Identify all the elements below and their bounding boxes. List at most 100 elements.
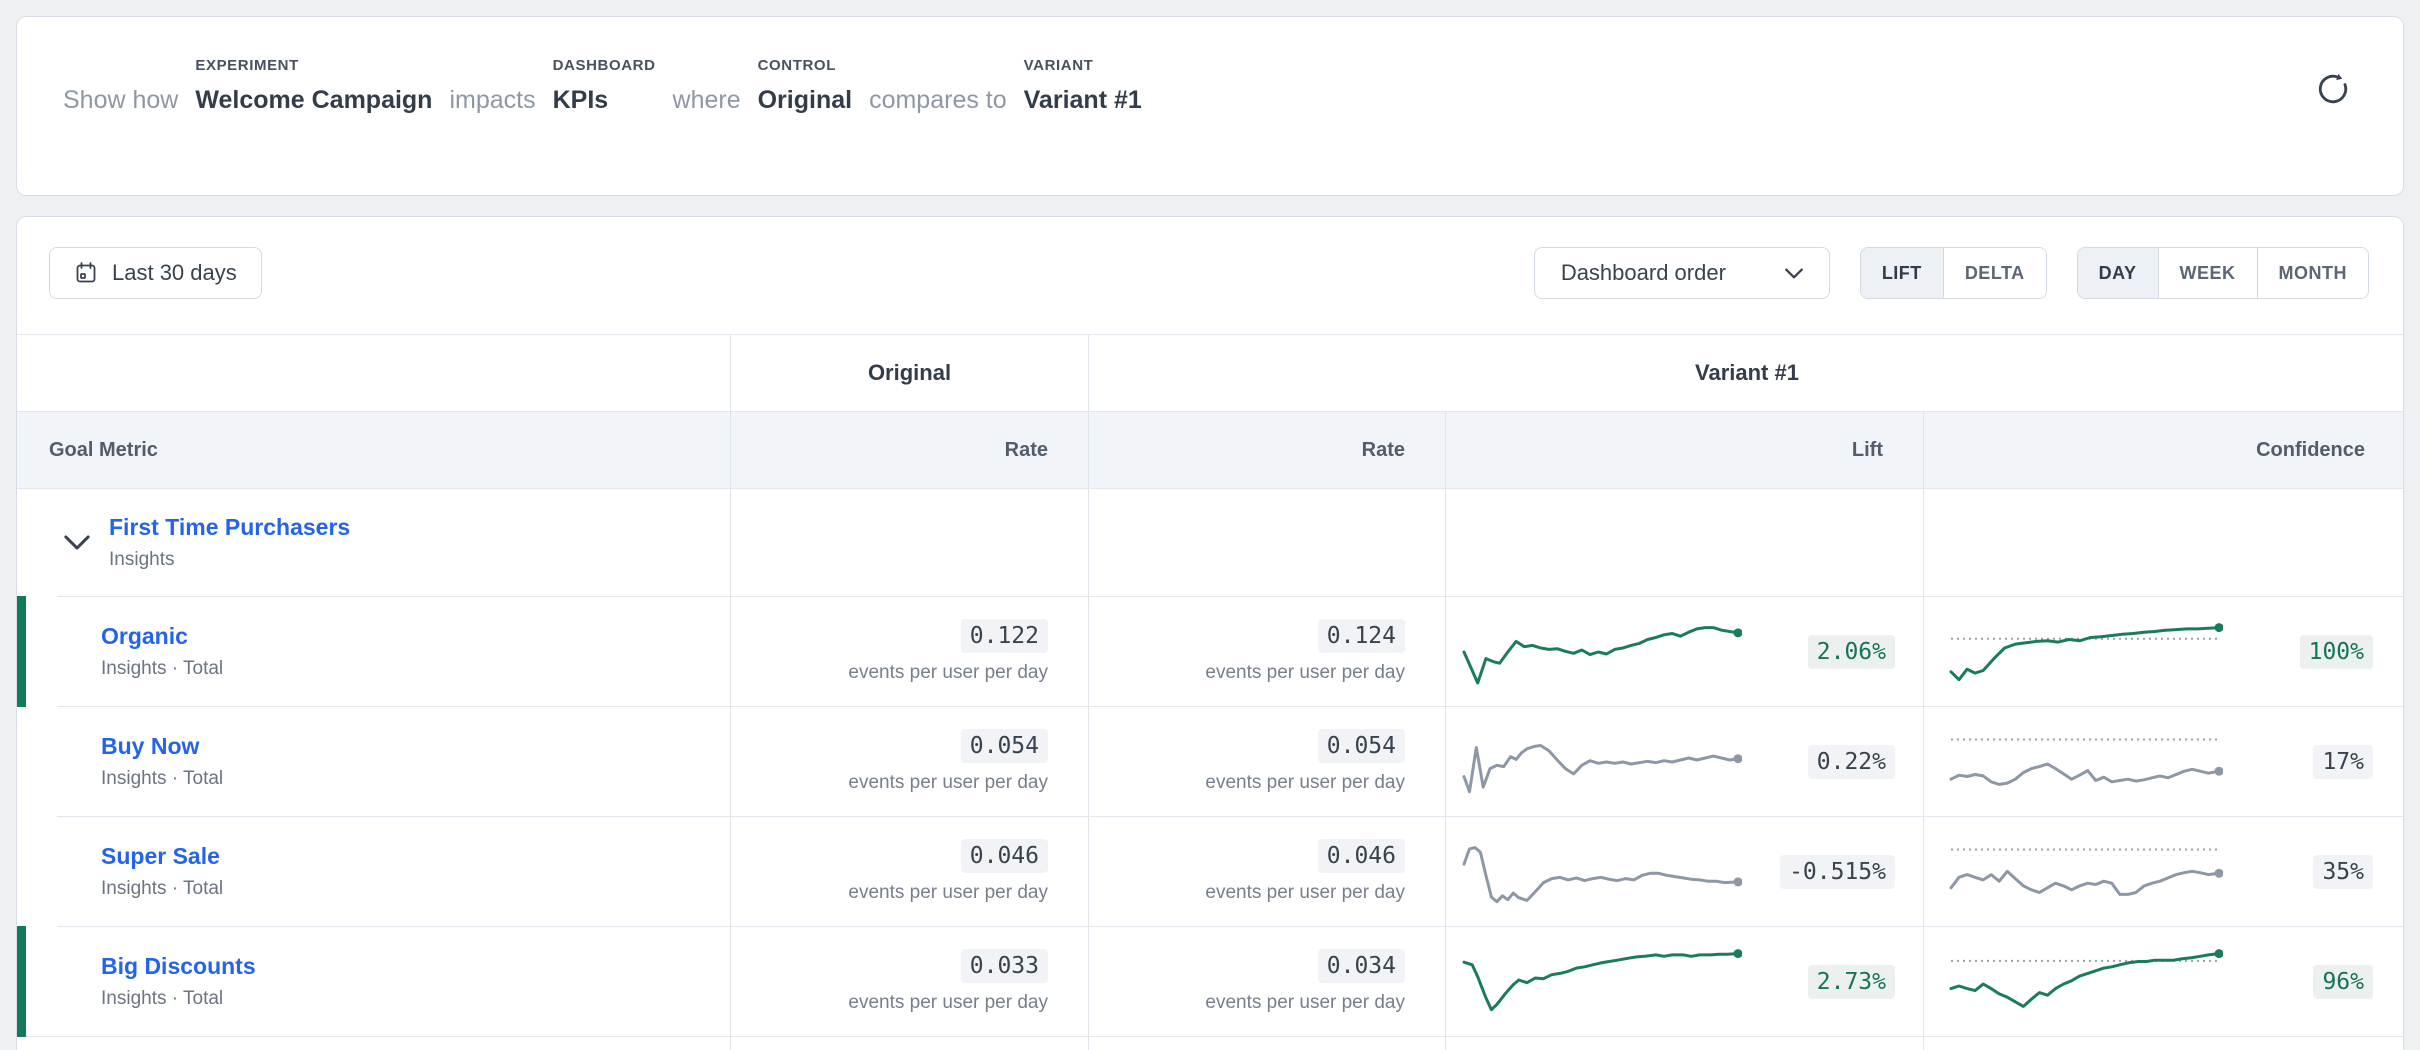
chevron-down-icon [64, 535, 90, 550]
month-toggle-button[interactable]: MONTH [2256, 248, 2368, 298]
confidence-sparkline [1947, 833, 2224, 911]
refresh-icon [2318, 73, 2348, 104]
delta-toggle-button[interactable]: DELTA [1942, 248, 2046, 298]
highlight-bar [17, 596, 26, 707]
variant-rate-cell: 0.054 events per user per day [1089, 707, 1446, 816]
confidence-value: 17% [2313, 744, 2373, 779]
sentence-connector: Show how [63, 57, 178, 115]
chevron-down-icon [1784, 267, 1803, 279]
metric-row: Buy Now Insights · Total 0.054 events pe… [17, 707, 2403, 817]
goal-metric-header: Goal Metric [17, 412, 731, 488]
metric-link[interactable]: Organic [101, 623, 188, 649]
rate-unit: events per user per day [848, 772, 1048, 793]
toolbar-right: Dashboard order LIFT DELTA DAY WEEK MONT… [1533, 247, 2369, 299]
granularity-toggle: DAY WEEK MONTH [2076, 247, 2369, 299]
confidence-cell: 96% [1924, 927, 2405, 1036]
confidence-value: 100% [2299, 634, 2373, 669]
confidence-cell: 35% [1924, 817, 2405, 926]
dashboard-value[interactable]: KPIs [552, 86, 609, 114]
show-how-text: Show how [63, 86, 179, 114]
metric-link[interactable]: Big Discounts [101, 953, 256, 979]
experiment-sentence: Show how EXPERIMENT Welcome Campaign imp… [17, 17, 2403, 115]
variant-rate-cell: 0.034 events per user per day [1089, 927, 1446, 1036]
rate-unit: events per user per day [1205, 992, 1405, 1013]
group-subtitle: Insights [109, 549, 175, 570]
lift-cell: 2.73% [1446, 927, 1924, 1036]
confidence-cell: 100% [1924, 597, 2405, 706]
collapse-group-button[interactable] [63, 529, 91, 557]
dashboard-order-label: Dashboard order [1560, 260, 1726, 285]
lift-cell: -0.515% [1446, 817, 1924, 926]
confidence-cell: 17% [1924, 707, 2405, 816]
sentence-connector: impacts [449, 57, 535, 115]
rate-unit: events per user per day [1205, 662, 1405, 683]
metric-subtitle: Insights · Total [101, 878, 224, 899]
calendar-icon [76, 262, 96, 283]
lift-sparkline [1460, 613, 1743, 691]
variant-rate-value: 0.046 [1317, 839, 1405, 873]
metric-link[interactable]: Super Sale [101, 843, 220, 869]
metric-link[interactable]: Buy Now [101, 733, 200, 759]
dashboard-label: DASHBOARD [552, 57, 656, 74]
variant-rate-cell: 0.046 events per user per day [1089, 817, 1446, 926]
day-toggle-button[interactable]: DAY [2077, 248, 2158, 298]
lift-sparkline [1460, 943, 1743, 1021]
column-header-row: Goal Metric Rate Rate Lift Confidence [17, 412, 2403, 489]
rate-unit: events per user per day [848, 882, 1048, 903]
lift-header: Lift [1446, 412, 1924, 488]
control-rate-value: 0.046 [960, 839, 1048, 873]
confidence-value: 96% [2313, 964, 2373, 999]
confidence-header: Confidence [2256, 438, 2365, 461]
date-range-button[interactable]: Last 30 days [49, 247, 262, 299]
control-label: CONTROL [757, 57, 836, 74]
variant-label: VARIANT [1023, 57, 1094, 74]
rate-unit: events per user per day [1205, 882, 1405, 903]
confidence-sparkline [1947, 723, 2224, 801]
variant-header-row: Original Variant #1 [17, 335, 2403, 412]
confidence-sparkline [1947, 613, 2224, 691]
lift-toggle-button[interactable]: LIFT [1860, 248, 1943, 298]
dashboard-selector[interactable]: DASHBOARD KPIs [553, 57, 656, 115]
experiment-selector[interactable]: EXPERIMENT Welcome Campaign [195, 57, 432, 115]
lift-cell: 2.06% [1446, 597, 1924, 706]
experiment-label: EXPERIMENT [195, 57, 299, 74]
dashboard-order-dropdown[interactable]: Dashboard order [1533, 247, 1830, 299]
control-rate-cell: 0.122 events per user per day [731, 597, 1089, 706]
results-table: Original Variant #1 Goal Metric Rate Rat… [17, 334, 2403, 1050]
impacts-text: impacts [449, 86, 536, 114]
sentence-connector: where [673, 57, 741, 115]
experiment-value[interactable]: Welcome Campaign [195, 86, 433, 114]
variant-selector[interactable]: VARIANT Variant #1 [1024, 57, 1142, 115]
refresh-button[interactable] [2315, 71, 2351, 107]
variant-column-header: Variant #1 [1695, 360, 1799, 385]
control-rate-header: Rate [731, 412, 1089, 488]
confidence-sparkline [1947, 943, 2224, 1021]
lift-cell: 0.22% [1446, 707, 1924, 816]
control-rate-cell: 0.046 events per user per day [731, 817, 1089, 926]
metric-row: Big Discounts Insights · Total 0.033 eve… [17, 926, 2405, 1037]
metric-subtitle: Insights · Total [101, 988, 224, 1009]
where-text: where [672, 86, 741, 114]
lift-value: 2.06% [1807, 634, 1895, 669]
group-link[interactable]: First Time Purchasers [109, 514, 351, 540]
week-toggle-button[interactable]: WEEK [2157, 248, 2257, 298]
control-rate-value: 0.122 [960, 619, 1048, 653]
highlight-bar [17, 926, 26, 1037]
experiment-header-panel: Show how EXPERIMENT Welcome Campaign imp… [16, 16, 2404, 196]
rate-unit: events per user per day [1205, 772, 1405, 793]
variant-rate-cell: 0.124 events per user per day [1089, 597, 1446, 706]
lift-sparkline [1460, 833, 1743, 911]
variant-rate-header: Rate [1089, 412, 1446, 488]
variant-rate-value: 0.124 [1317, 619, 1405, 653]
variant-value[interactable]: Variant #1 [1023, 86, 1142, 114]
variant-rate-value: 0.054 [1317, 729, 1405, 763]
control-selector[interactable]: CONTROL Original [758, 57, 852, 115]
partial-next-row [17, 1037, 2403, 1050]
empty-header-cell [17, 335, 731, 411]
results-panel: Last 30 days Dashboard order LIFT DELTA … [16, 216, 2404, 1050]
rate-unit: events per user per day [848, 662, 1048, 683]
metric-row: Super Sale Insights · Total 0.046 events… [17, 817, 2403, 927]
control-value[interactable]: Original [757, 86, 853, 114]
control-column-header: Original [731, 335, 1089, 411]
